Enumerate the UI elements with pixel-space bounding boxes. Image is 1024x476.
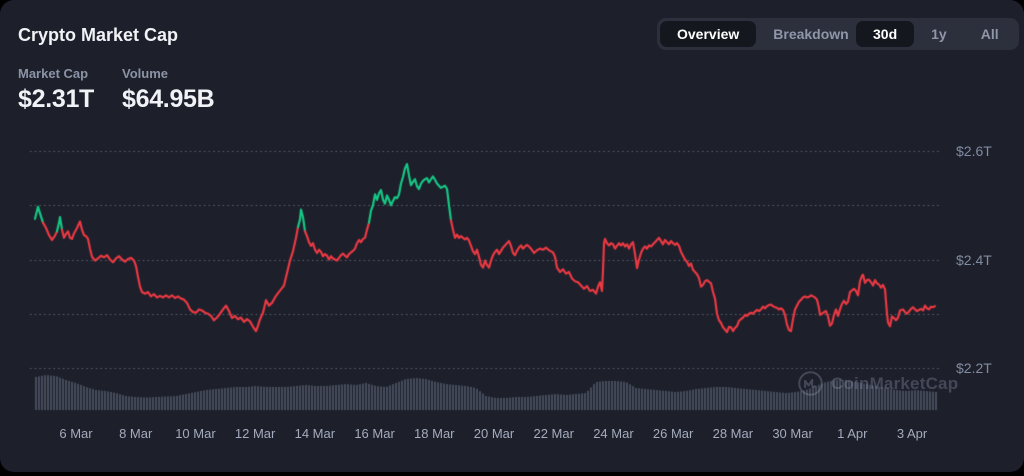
market-cap-value: $2.31T [18,85,95,113]
x-axis-label: 24 Mar [593,426,634,441]
range-toggle-30d-button[interactable]: 30d [856,21,915,47]
x-axis-label: 6 Mar [59,426,93,441]
x-axis-label: 26 Mar [652,426,694,441]
y-axis-label: $2.6T [956,143,992,159]
range-toggle: 30d 1y All [853,18,1019,50]
x-axis-label: 22 Mar [533,426,574,441]
x-axis-label: 20 Mar [473,426,515,441]
x-axis-label: 3 Apr [896,426,928,441]
market-cap-label: Market Cap [18,66,89,81]
view-toggle: Overview Breakdown [657,18,869,50]
x-axis-label: 28 Mar [712,426,754,441]
x-axis-label: 16 Mar [354,426,395,441]
view-toggle-breakdown-button[interactable]: Breakdown [756,21,865,47]
y-axis-label: $2.2T [956,360,992,376]
page-title: Crypto Market Cap [18,25,179,45]
x-axis-label: 10 Mar [175,426,216,441]
market-cap-stat: Market Cap $2.31T [18,66,94,114]
x-axis-label: 30 Mar [772,426,813,441]
range-toggle-all-button[interactable]: All [964,21,1016,47]
volume-label: Volume [122,66,168,81]
x-axis-label: 12 Mar [234,426,276,441]
range-toggle-1y-button[interactable]: 1y [914,21,964,47]
view-toggle-overview-button[interactable]: Overview [660,21,757,47]
volume-stat: Volume $64.95B [122,66,215,114]
x-axis-label: 18 Mar [414,426,455,441]
x-axis-label: 14 Mar [294,426,336,441]
volume-value: $64.95B [122,85,215,113]
y-axis-label: $2.4T [956,251,992,268]
x-axis-label: 1 Apr [837,426,868,441]
x-axis-label: 8 Mar [119,426,153,441]
